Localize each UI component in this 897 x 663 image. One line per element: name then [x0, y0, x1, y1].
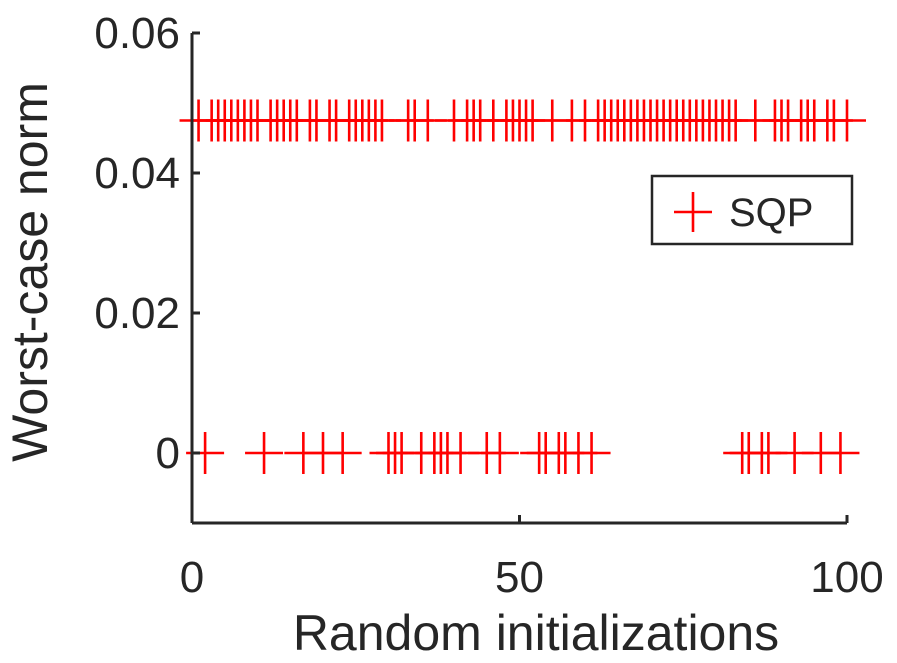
data-point — [828, 99, 866, 142]
axes: 0 0.02 0.04 0.06 0 50 100 — [94, 9, 883, 602]
y-tick-label: 0 — [156, 429, 180, 478]
x-axis-label: Random initializations — [293, 605, 779, 661]
x-tick-label: 100 — [810, 553, 883, 602]
data-point — [480, 432, 519, 474]
data-point — [572, 432, 611, 474]
y-tick-label: 0.02 — [94, 289, 180, 338]
x-tick-label: 0 — [180, 553, 204, 602]
y-tick-label: 0.06 — [94, 9, 180, 58]
data-point — [323, 432, 362, 474]
legend-label: SQP — [729, 191, 813, 235]
data-point — [245, 432, 284, 474]
data-point — [821, 432, 860, 474]
y-axis-label: Worst-case norm — [2, 82, 58, 462]
legend: SQP — [650, 174, 854, 246]
x-tick-label: 50 — [495, 553, 544, 602]
legend-box — [650, 174, 854, 246]
y-tick-label: 0.04 — [94, 149, 180, 198]
legend-marker — [674, 192, 712, 232]
data-marks — [179, 99, 866, 474]
